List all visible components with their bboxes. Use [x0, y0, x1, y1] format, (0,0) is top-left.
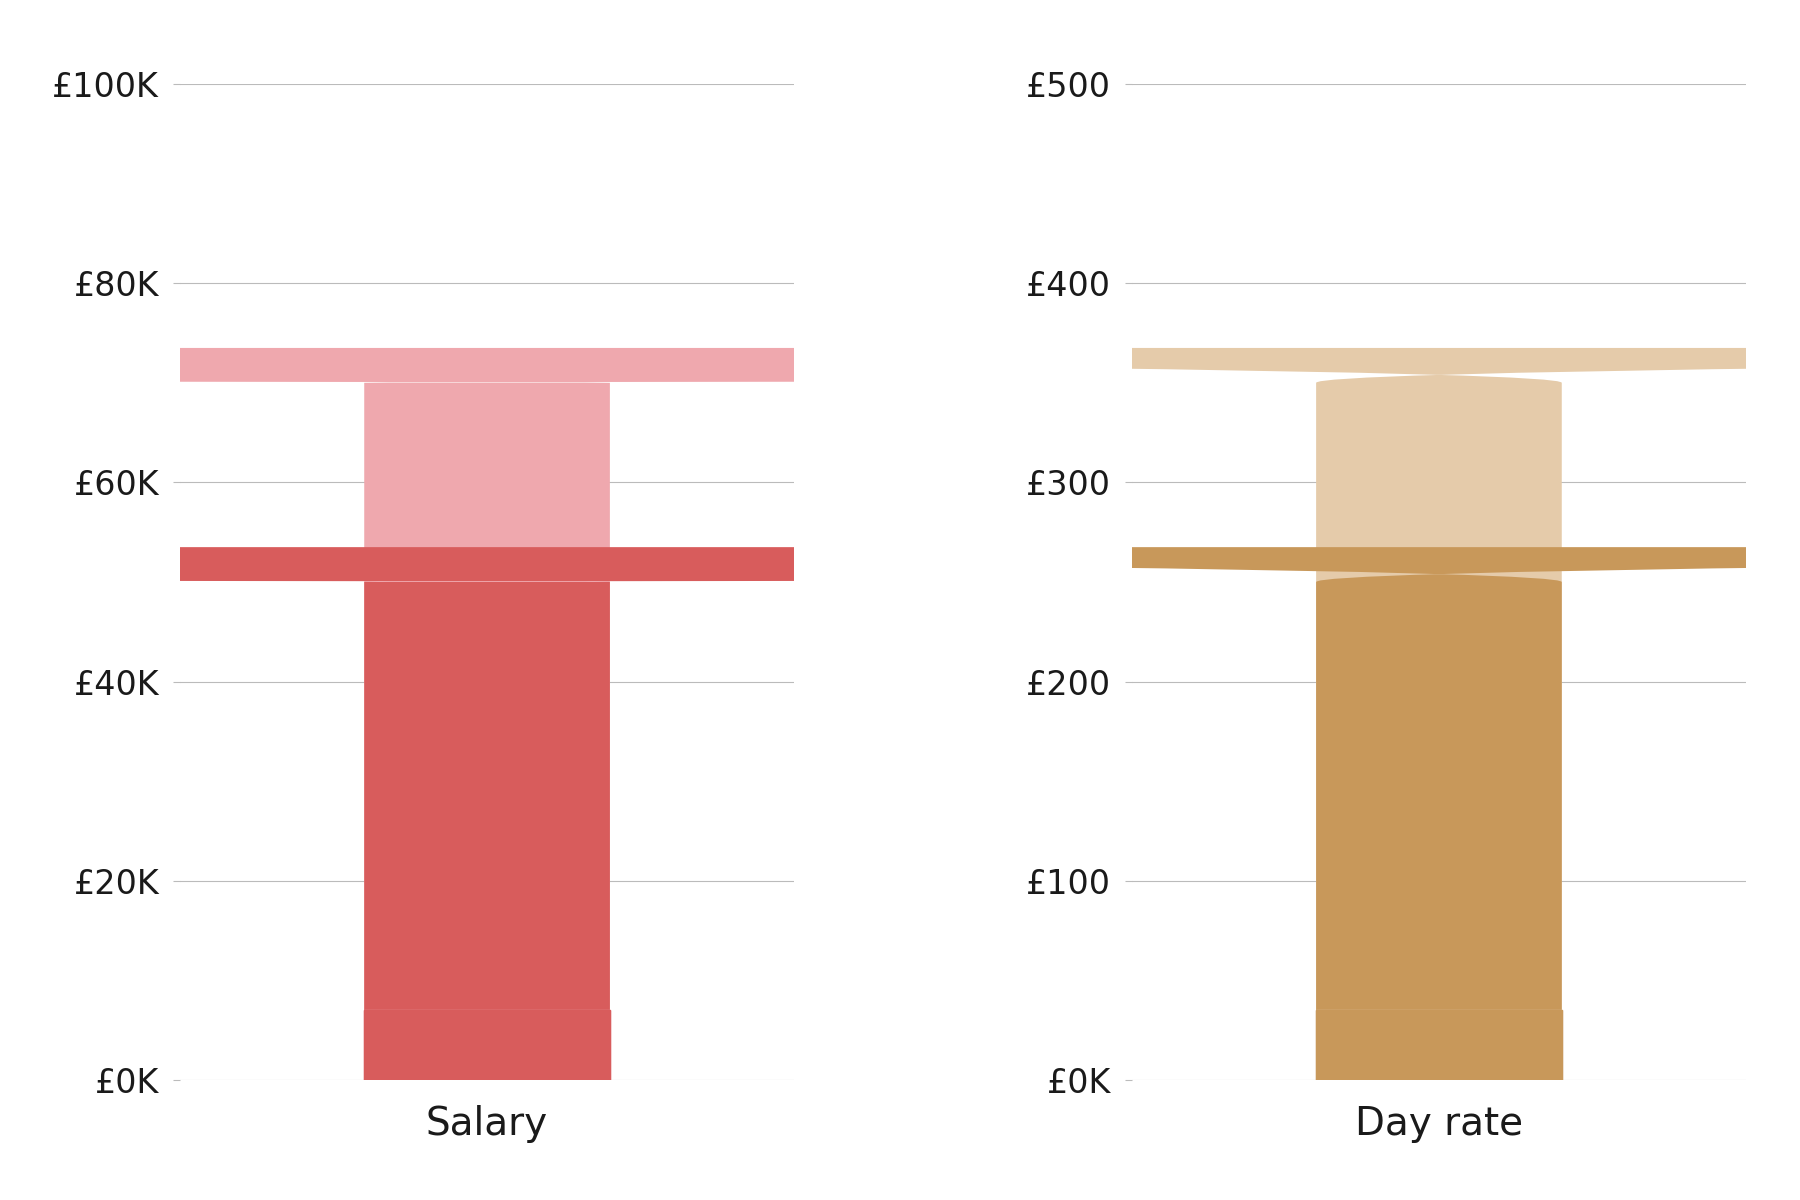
- Bar: [364, 1010, 610, 1080]
- Bar: [364, 1010, 610, 1080]
- X-axis label: Day rate: Day rate: [1355, 1105, 1523, 1142]
- FancyBboxPatch shape: [0, 547, 1800, 1115]
- FancyBboxPatch shape: [0, 348, 1800, 1115]
- Bar: [1316, 1010, 1562, 1080]
- FancyBboxPatch shape: [0, 348, 1800, 1115]
- Bar: [1316, 1010, 1562, 1080]
- FancyBboxPatch shape: [0, 547, 1800, 1115]
- X-axis label: Salary: Salary: [427, 1105, 549, 1142]
